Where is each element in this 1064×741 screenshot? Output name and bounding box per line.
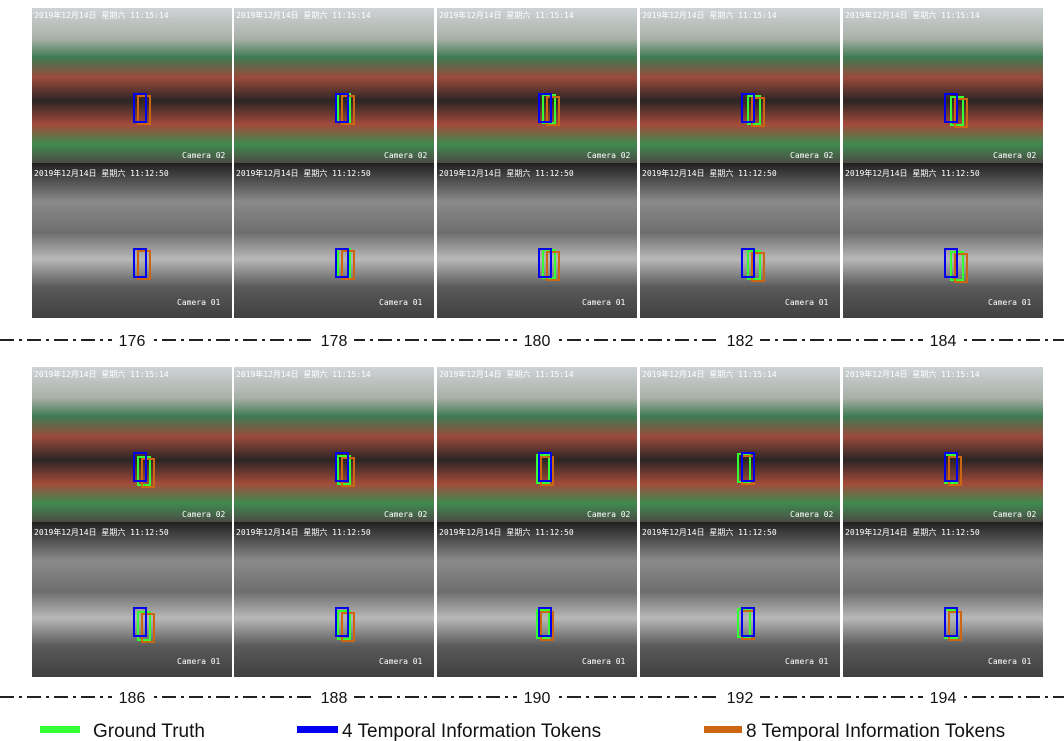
thermal-frame [32,163,232,318]
thermal-frame [32,522,232,677]
thermal-frame [437,522,637,677]
rgb-camera: Camera 02 [182,510,226,519]
rgb-timestamp: 2019年12月14日 星期六 11:15:14 [642,369,777,379]
thermal-frame [640,522,840,677]
thermal-timestamp: 2019年12月14日 星期六 11:12:50 [34,168,169,178]
thermal-camera: Camera 01 [379,657,423,666]
thermal-camera: Camera 01 [177,298,221,307]
thermal-camera: Camera 01 [988,657,1032,666]
frame-number: 180 [524,333,551,350]
legend: Ground Truth 4 Temporal Information Token… [40,721,1005,741]
rgb-camera: Camera 02 [182,151,226,160]
frame-number: 178 [321,333,348,350]
frame-number: 190 [524,690,551,707]
thermal-frame [640,163,840,318]
thermal-timestamp: 2019年12月14日 星期六 11:12:50 [439,527,574,537]
thermal-frame [843,522,1043,677]
rgb-camera: Camera 02 [993,510,1037,519]
rgb-camera: Camera 02 [790,510,834,519]
rgb-frame [234,8,434,163]
rgb-frame [234,367,434,522]
rgb-frame [32,8,232,163]
rgb-camera: Camera 02 [384,151,428,160]
frame-number: 188 [321,690,348,707]
legend-label: 4 Temporal Information Tokens [342,721,601,741]
rgb-timestamp: 2019年12月14日 星期六 11:15:14 [439,369,574,379]
thermal-camera: Camera 01 [785,657,829,666]
thermal-camera: Camera 01 [379,298,423,307]
thermal-camera: Camera 01 [988,298,1032,307]
legend-swatch [40,726,80,733]
rgb-timestamp: 2019年12月14日 星期六 11:15:14 [236,10,371,20]
rgb-camera: Camera 02 [790,151,834,160]
rgb-camera: Camera 02 [587,151,631,160]
rgb-timestamp: 2019年12月14日 星期六 11:15:14 [845,10,980,20]
thermal-timestamp: 2019年12月14日 星期六 11:12:50 [236,527,371,537]
legend-swatch [704,726,742,733]
legend-label: Ground Truth [93,721,205,741]
rgb-timestamp: 2019年12月14日 星期六 11:15:14 [845,369,980,379]
frame-number: 186 [119,690,146,707]
thermal-camera: Camera 01 [177,657,221,666]
rgb-frame [32,367,232,522]
rgb-frame [640,367,840,522]
legend-label: 8 Temporal Information Tokens [746,721,1005,741]
frames: 2019年12月14日 星期六 11:15:14 Camera 02 2019年12… [0,8,1064,707]
thermal-timestamp: 2019年12月14日 星期六 11:12:50 [439,168,574,178]
rgb-camera: Camera 02 [587,510,631,519]
rgb-frame [843,367,1043,522]
frame-number: 184 [930,333,957,350]
thermal-camera: Camera 01 [785,298,829,307]
rgb-timestamp: 2019年12月14日 星期六 11:15:14 [439,10,574,20]
thermal-frame [234,522,434,677]
figure: 2019年12月14日 星期六 11:15:14 Camera 02 2019年12… [0,0,1064,741]
thermal-timestamp: 2019年12月14日 星期六 11:12:50 [845,168,980,178]
frame-number: 192 [727,690,754,707]
rgb-frame [437,8,637,163]
rgb-timestamp: 2019年12月14日 星期六 11:15:14 [34,10,169,20]
thermal-camera: Camera 01 [582,657,626,666]
thermal-frame [843,163,1043,318]
rgb-camera: Camera 02 [993,151,1037,160]
rgb-timestamp: 2019年12月14日 星期六 11:15:14 [236,369,371,379]
thermal-frame [234,163,434,318]
thermal-frame [437,163,637,318]
rgb-frame [640,8,840,163]
frame-number: 182 [727,333,754,350]
thermal-timestamp: 2019年12月14日 星期六 11:12:50 [236,168,371,178]
rgb-frame [843,8,1043,163]
rgb-timestamp: 2019年12月14日 星期六 11:15:14 [34,369,169,379]
thermal-timestamp: 2019年12月14日 星期六 11:12:50 [34,527,169,537]
thermal-camera: Camera 01 [582,298,626,307]
thermal-timestamp: 2019年12月14日 星期六 11:12:50 [642,527,777,537]
frame-number: 194 [930,690,957,707]
rgb-camera: Camera 02 [384,510,428,519]
rgb-timestamp: 2019年12月14日 星期六 11:15:14 [642,10,777,20]
frame-number: 176 [119,333,146,350]
rgb-frame [437,367,637,522]
thermal-timestamp: 2019年12月14日 星期六 11:12:50 [845,527,980,537]
legend-swatch [297,726,338,733]
thermal-timestamp: 2019年12月14日 星期六 11:12:50 [642,168,777,178]
